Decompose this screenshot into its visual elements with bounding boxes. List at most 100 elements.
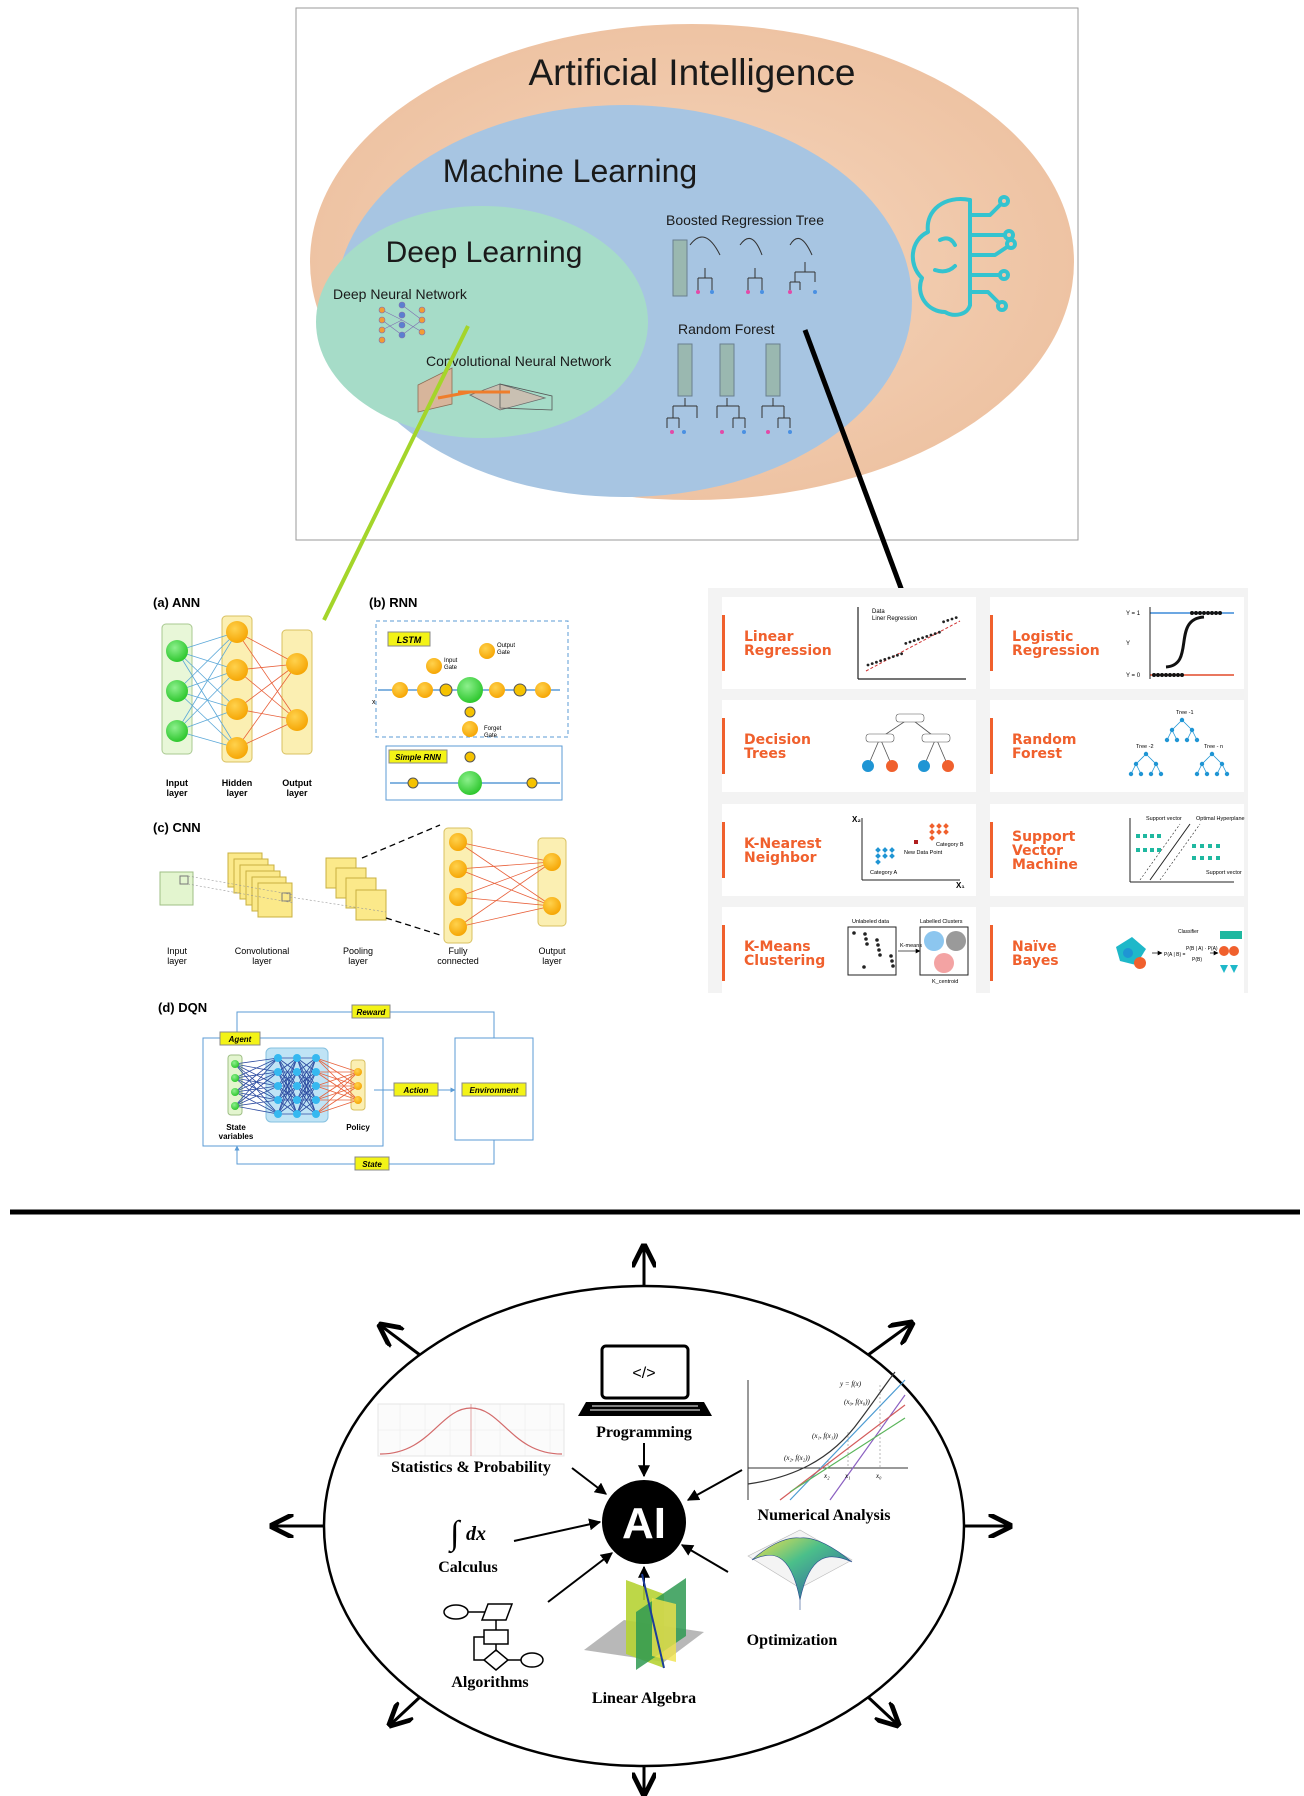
ml-card-accent — [990, 925, 993, 981]
ann-output-node — [286, 709, 308, 731]
dl-pointer-line — [322, 325, 470, 621]
venn-diagram: Artificial Intelligence Machine Learning… — [295, 7, 1079, 541]
dqn-hidden-node — [312, 1068, 320, 1076]
ml-card-bg — [990, 804, 1244, 896]
environment-tag — [461, 1082, 527, 1097]
ml-card-label: P(B) — [1192, 957, 1202, 963]
edge — [234, 1057, 279, 1065]
cnn-layer-label: Output — [538, 946, 566, 956]
ml-card-illustration: Y = 1 Y Y = 0 — [1126, 607, 1234, 679]
numerical-label-0: y = f(x) — [839, 1380, 862, 1388]
action-tag-text: Action — [403, 1086, 429, 1095]
edge — [457, 861, 553, 870]
algorithms-label: Algorithms — [451, 1674, 528, 1691]
simple-rnn-tag — [388, 749, 448, 764]
dqn-policy-node — [354, 1096, 362, 1104]
dqn-input-node — [231, 1088, 239, 1096]
rnn-cell-node — [457, 677, 483, 703]
statistics-label: Statistics & Probability — [391, 1459, 551, 1476]
ml-card-label: Category B — [936, 842, 964, 848]
edge — [296, 1057, 317, 1115]
ml-card-illustration: Support vector Optimal Hyperplane Support … — [1129, 816, 1245, 883]
state-vars-label: State — [226, 1123, 246, 1132]
dqn-input-node — [231, 1102, 239, 1110]
edge — [315, 1099, 359, 1115]
reward-tag — [351, 1004, 391, 1019]
dqn-hidden-node — [312, 1054, 320, 1062]
ml-card-label: Tree -2 — [1136, 744, 1154, 750]
simple-rnn-mult — [407, 777, 419, 789]
integral-symbol: ∫ — [448, 1515, 462, 1554]
ann-input-label: Input — [166, 778, 188, 788]
edge — [176, 650, 238, 710]
edge — [296, 1071, 317, 1115]
ml-card-accent — [722, 615, 725, 671]
cnn-projection — [187, 883, 295, 904]
ml-card-title: Vector — [1012, 843, 1063, 859]
cnn-output-node — [543, 897, 561, 915]
ml-card-label: K_centroid — [932, 979, 958, 985]
dqn-policy-node — [354, 1082, 362, 1090]
edge — [457, 861, 553, 898]
ml-card-title: Neighbor — [744, 850, 817, 866]
edge — [234, 1057, 279, 1107]
ml-card-label: Support vector — [1206, 870, 1242, 876]
linear-algebra-label: Linear Algebra — [592, 1690, 696, 1707]
ml-card-accent — [990, 615, 993, 671]
ann-output-label: Output — [282, 778, 312, 788]
edge — [277, 1057, 298, 1087]
edge — [236, 631, 298, 721]
edge — [236, 669, 298, 721]
ml-card-title: Bayes — [1012, 953, 1059, 969]
ml-card-illustration: X₂ X₁ Category B Category A New Data Point — [852, 815, 965, 890]
agent-tag — [219, 1031, 261, 1046]
ml-card-bg — [722, 804, 976, 896]
edge — [234, 1057, 279, 1093]
action-tag — [393, 1082, 439, 1097]
cnn-layer-label: layer — [252, 956, 272, 966]
cnn-layer-label: connected — [437, 956, 479, 966]
rnn-mult-node — [439, 683, 453, 697]
ml-card-label: Labelled Clusters — [920, 919, 963, 925]
ml-card-bg — [990, 700, 1244, 792]
dqn-agent-frame — [202, 1037, 384, 1147]
cnn-fc-node — [449, 860, 467, 878]
edge — [277, 1057, 298, 1101]
cnn-layer-label: Pooling — [343, 946, 373, 956]
dqn-input-node — [231, 1074, 239, 1082]
laptop-icon — [578, 1344, 712, 1416]
ml-card-label: Support vector — [1146, 816, 1182, 822]
ml-card-title: Machine — [1012, 857, 1078, 873]
dqn-hidden-node — [293, 1068, 301, 1076]
code-glyph: </> — [632, 1365, 655, 1382]
ann-input-node — [166, 640, 188, 662]
dx-symbol: dx — [466, 1523, 486, 1545]
edge — [457, 868, 553, 907]
ml-card-bg — [722, 700, 976, 792]
edge — [277, 1085, 298, 1115]
numerical-analysis-label: Numerical Analysis — [758, 1507, 891, 1524]
rf-icon — [666, 343, 792, 434]
output-gate-label-2: Gate — [497, 650, 511, 656]
rnn-x-label: x — [372, 699, 376, 706]
dqn-title: (d) DQN — [158, 1000, 207, 1015]
ann-hidden-node — [226, 621, 248, 643]
ml-card-label: Y = 0 — [1126, 673, 1141, 679]
dl-label: Deep Learning — [386, 236, 583, 269]
ml-card-label: P(A | B) = — [1164, 952, 1186, 958]
edge — [176, 631, 238, 732]
dqn-input-box — [227, 1054, 243, 1116]
cnn-layer-label: layer — [542, 956, 562, 966]
dqn-input-node — [231, 1060, 239, 1068]
ml-card-accent — [722, 718, 725, 774]
ai-label: Artificial Intelligence — [529, 52, 856, 93]
edge — [457, 896, 553, 907]
ml-card-title: Random — [1012, 732, 1076, 748]
ann-hidden-node — [226, 698, 248, 720]
edge — [236, 719, 298, 749]
edge — [315, 1071, 359, 1115]
